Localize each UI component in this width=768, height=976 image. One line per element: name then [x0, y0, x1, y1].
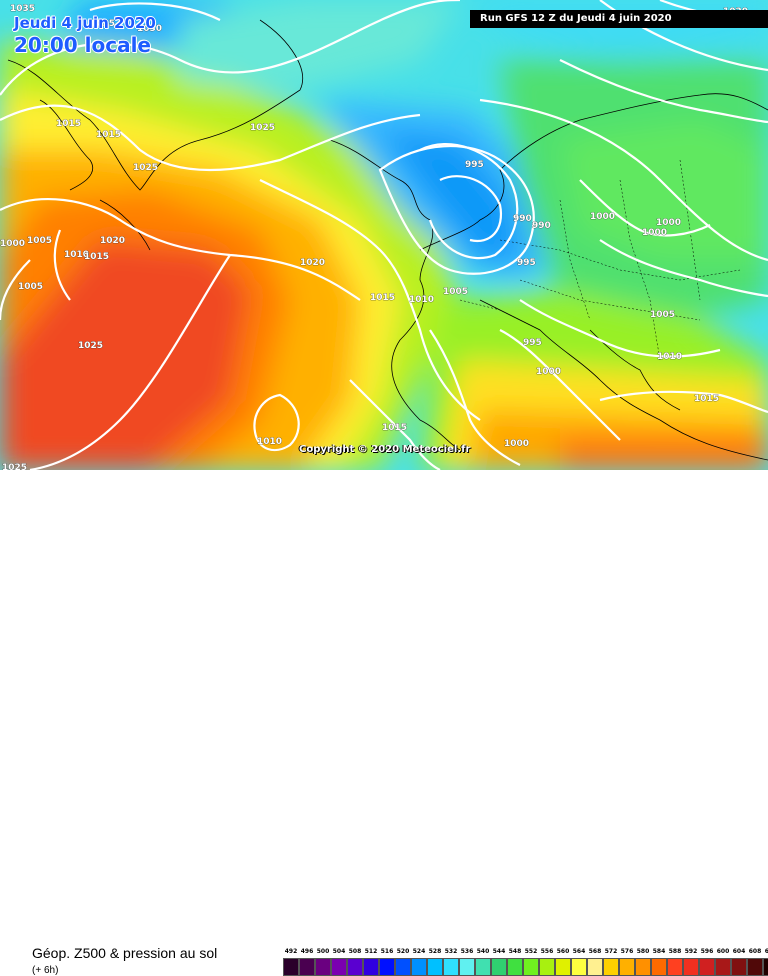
scale-swatch: [715, 958, 731, 976]
scale-swatch: [731, 958, 747, 976]
scale-swatch: [283, 958, 299, 976]
scale-swatch: [571, 958, 587, 976]
scale-swatch: [507, 958, 523, 976]
scale-swatch: [347, 958, 363, 976]
isobar-label: 1010: [409, 295, 434, 305]
scale-swatch: [587, 958, 603, 976]
run-label: Run GFS 12 Z du Jeudi 4 juin 2020: [470, 10, 768, 28]
isobar-label: 1015: [694, 394, 719, 404]
scale-swatch: [699, 958, 715, 976]
scale-swatch: [539, 958, 555, 976]
forecast-step: (+ 6h): [32, 965, 59, 976]
scale-swatch: [683, 958, 699, 976]
isobar-label: 1015: [382, 423, 407, 433]
isobar-label: 1015: [96, 130, 121, 140]
scale-swatch: [427, 958, 443, 976]
isobar-label: 1010: [657, 352, 682, 362]
scale-swatch: [635, 958, 651, 976]
country-borders: [459, 159, 741, 361]
scale-swatch: [523, 958, 539, 976]
isobar-label: 995: [517, 258, 536, 268]
isobar-label: 1005: [18, 282, 43, 292]
isobar-label: 1025: [133, 163, 158, 173]
map-footer: Géop. Z500 & pression au sol (+ 6h) 492 4…: [0, 470, 768, 976]
scale-swatch: [667, 958, 683, 976]
isobar-label: 1020: [100, 236, 125, 246]
isobar-label: 990: [532, 221, 551, 231]
scale-swatch: [299, 958, 315, 976]
scale-swatch: [747, 958, 763, 976]
valid-date: Jeudi 4 juin 2020: [14, 14, 156, 32]
chart-caption: Géop. Z500 & pression au sol: [32, 945, 218, 961]
isobar-label: 1015: [84, 252, 109, 262]
isobar-labels: 1035103510301020101510151025102599599099…: [0, 4, 748, 470]
isobar-label: 1025: [250, 123, 275, 133]
scale-swatch: [475, 958, 491, 976]
scale-swatch: [603, 958, 619, 976]
isobar-label: 1010: [257, 437, 282, 447]
scale-swatch: [395, 958, 411, 976]
scale-swatch: [315, 958, 331, 976]
isobar-label: 1025: [2, 463, 27, 470]
isobar-label: 1035: [90, 19, 115, 29]
isobar-label: 1035: [10, 4, 35, 14]
isobar-label: 1015: [56, 119, 81, 129]
scale-label: 612: [764, 948, 768, 955]
scale-swatch: [363, 958, 379, 976]
scale-swatch: [651, 958, 667, 976]
isobar-label: 1000: [590, 212, 615, 222]
isobar-label: 1005: [443, 287, 468, 297]
isobar-label: 1005: [650, 310, 675, 320]
scale-swatch: [555, 958, 571, 976]
isobar-label: 995: [523, 338, 542, 348]
isobar-label: 1030: [137, 24, 162, 34]
isobar-lines: [0, 0, 768, 470]
scale-swatch: [331, 958, 347, 976]
scale-swatch: [491, 958, 507, 976]
isobar-label: 1005: [27, 236, 52, 246]
isobar-label: 1015: [370, 293, 395, 303]
scale-swatch: [763, 958, 768, 976]
scale-swatch: [411, 958, 427, 976]
isobar-label: 1000: [642, 228, 667, 238]
scale-swatch: [379, 958, 395, 976]
valid-time: 20:00 locale: [14, 33, 151, 57]
isobar-label: 990: [513, 214, 532, 224]
scale-swatch: [459, 958, 475, 976]
geopotential-map: 1035103510301020101510151025102599599099…: [0, 0, 768, 470]
copyright-text: Copyright © 2020 Meteociel.fr: [299, 444, 471, 455]
isobar-label: 995: [465, 160, 484, 170]
scale-swatch: [619, 958, 635, 976]
isobar-label: 1020: [300, 258, 325, 268]
isobar-label: 1000: [656, 218, 681, 228]
isobar-label: 1010: [64, 250, 89, 260]
isobar-label: 1000: [536, 367, 561, 377]
isobar-label: 1025: [78, 341, 103, 351]
scale-swatch: [443, 958, 459, 976]
isobar-label: 1000: [0, 239, 25, 249]
isobar-label: 1000: [504, 439, 529, 449]
